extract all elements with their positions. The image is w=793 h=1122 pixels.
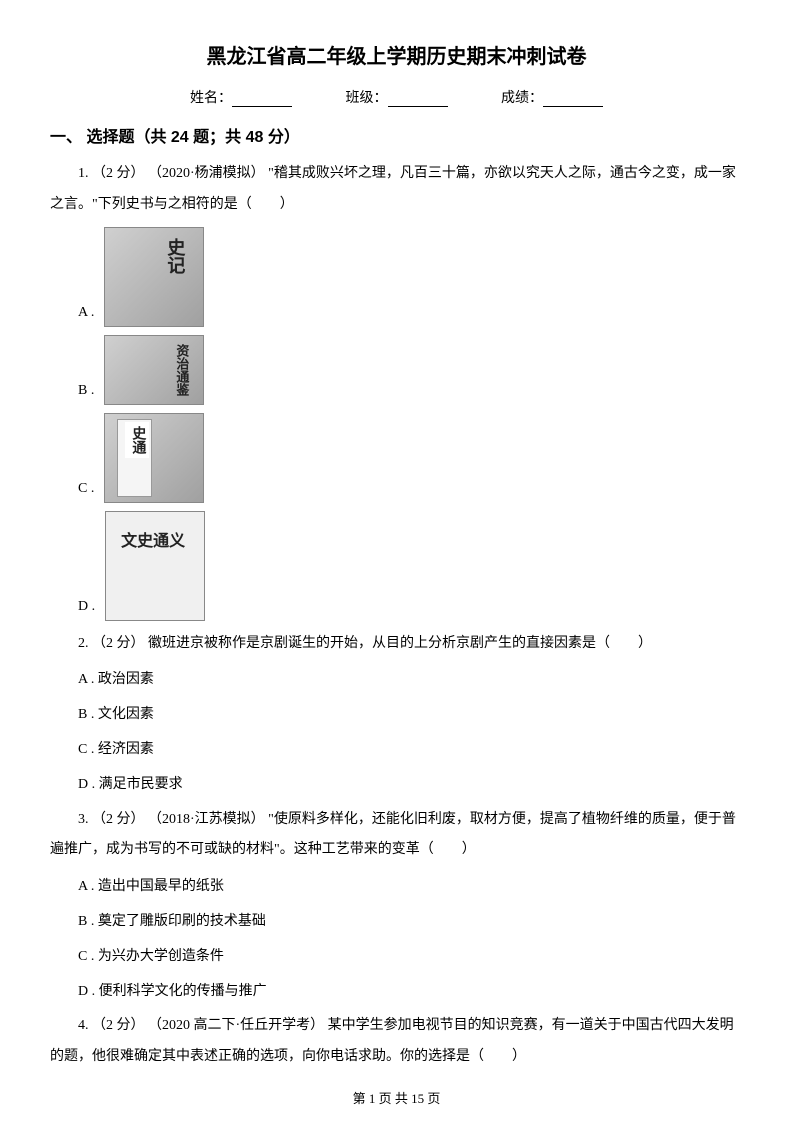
book-label-zizhitongjian: 资治通鉴 [172, 344, 191, 396]
score-field: 成绩： [501, 87, 603, 107]
class-label: 班级： [346, 91, 388, 106]
page-footer: 第 1 页 共 15 页 [0, 1088, 793, 1107]
class-underline [388, 91, 448, 107]
book-label-shitong: 史通 [125, 422, 149, 458]
score-underline [543, 91, 603, 107]
name-underline [232, 91, 292, 107]
class-field: 班级： [346, 87, 448, 107]
q1-optB-letter: B . [78, 377, 94, 405]
q1-option-a: A . 史记 [50, 227, 743, 327]
q1-option-d: D . 文史通义 [50, 511, 743, 621]
book-image-shiji: 史记 [104, 227, 204, 327]
question-4-prompt: 4. （2 分） （2020 高二下·任丘开学考） 某中学生参加电视节目的知识竞… [50, 1011, 743, 1073]
score-label: 成绩： [501, 91, 543, 106]
exam-title: 黑龙江省高二年级上学期历史期末冲刺试卷 [50, 40, 743, 69]
q2-option-b: B . 文化因素 [50, 700, 743, 731]
book-label-shiji: 史记 [162, 238, 188, 274]
section-1-header: 一、 选择题（共 24 题；共 48 分） [50, 123, 743, 147]
q1-option-b: B . 资治通鉴 [50, 335, 743, 405]
question-3-prompt: 3. （2 分） （2018·江苏模拟） "使原料多样化，还能化旧利废，取材方便… [50, 805, 743, 867]
q3-option-d: D . 便利科学文化的传播与推广 [50, 977, 743, 1008]
q1-option-c: C . 史通 [50, 413, 743, 503]
q1-optD-letter: D . [78, 593, 95, 621]
question-2-prompt: 2. （2 分） 徽班进京被称作是京剧诞生的开始，从目的上分析京剧产生的直接因素… [50, 629, 743, 660]
q2-option-c: C . 经济因素 [50, 735, 743, 766]
question-1-prompt: 1. （2 分） （2020·杨浦模拟） "稽其成败兴坏之理，凡百三十篇，亦欲以… [50, 159, 743, 221]
q3-option-c: C . 为兴办大学创造条件 [50, 942, 743, 973]
book-image-shitong: 史通 [104, 413, 204, 503]
book-label-wenshitongyi: 文史通义 [121, 527, 185, 551]
q2-option-d: D . 满足市民要求 [50, 770, 743, 801]
q2-option-a: A . 政治因素 [50, 665, 743, 696]
name-field: 姓名： [190, 87, 292, 107]
book-image-zizhitongjian: 资治通鉴 [104, 335, 204, 405]
student-info-row: 姓名： 班级： 成绩： [50, 87, 743, 107]
name-label: 姓名： [190, 91, 232, 106]
q1-optC-letter: C . [78, 475, 94, 503]
q3-option-a: A . 造出中国最早的纸张 [50, 872, 743, 903]
q1-optA-letter: A . [78, 299, 94, 327]
q3-option-b: B . 奠定了雕版印刷的技术基础 [50, 907, 743, 938]
book-image-wenshitongyi: 文史通义 [105, 511, 205, 621]
